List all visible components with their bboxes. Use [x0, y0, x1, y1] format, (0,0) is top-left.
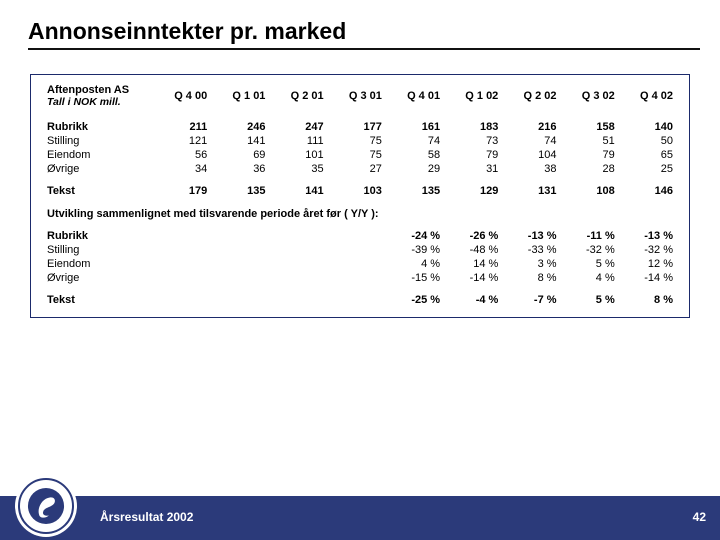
col-q402: Q 4 02 — [619, 83, 677, 112]
footer-bar: Årsresultat 2002 42 — [0, 496, 720, 540]
row-stilling: Stilling 121141111757473745150 — [43, 134, 677, 148]
page-title: Annonseinntekter pr. marked — [28, 18, 720, 45]
yoy-tekst: Tekst -25 %-4 %-7 %5 %8 % — [43, 293, 677, 307]
yoy-rubrikk: Rubrikk -24 %-26 %-13 %-11 %-13 % — [43, 229, 677, 243]
page-number: 42 — [693, 510, 706, 524]
row-ovrige: Øvrige 343635272931382825 — [43, 162, 677, 176]
col-q202: Q 2 02 — [502, 83, 560, 112]
logo-icon — [18, 478, 74, 534]
title-underline — [28, 48, 700, 50]
row-eiendom: Eiendom 56691017558791047965 — [43, 148, 677, 162]
yoy-stilling: Stilling -39 %-48 %-33 %-32 %-32 % — [43, 243, 677, 257]
col-q400: Q 4 00 — [153, 83, 211, 112]
data-table-container: Aftenposten AS Tall i NOK mill. Q 4 00 Q… — [30, 74, 690, 318]
yoy-eiendom: Eiendom 4 %14 %3 %5 %12 % — [43, 257, 677, 271]
col-q201: Q 2 01 — [269, 83, 327, 112]
footer-text: Årsresultat 2002 — [100, 510, 193, 524]
row-tekst: Tekst 179135141103135129131108146 — [43, 184, 677, 198]
revenue-table: Aftenposten AS Tall i NOK mill. Q 4 00 Q… — [43, 83, 677, 307]
col-q401: Q 4 01 — [386, 83, 444, 112]
col-q301: Q 3 01 — [328, 83, 386, 112]
yoy-ovrige: Øvrige -15 %-14 %8 %4 %-14 % — [43, 271, 677, 285]
col-q302: Q 3 02 — [561, 83, 619, 112]
table-header-company: Aftenposten AS Tall i NOK mill. — [43, 83, 153, 112]
col-q101: Q 1 01 — [211, 83, 269, 112]
yoy-heading: Utvikling sammenlignet med tilsvarende p… — [43, 198, 677, 221]
col-q102: Q 1 02 — [444, 83, 502, 112]
row-rubrikk: Rubrikk 211246247177161183216158140 — [43, 120, 677, 134]
